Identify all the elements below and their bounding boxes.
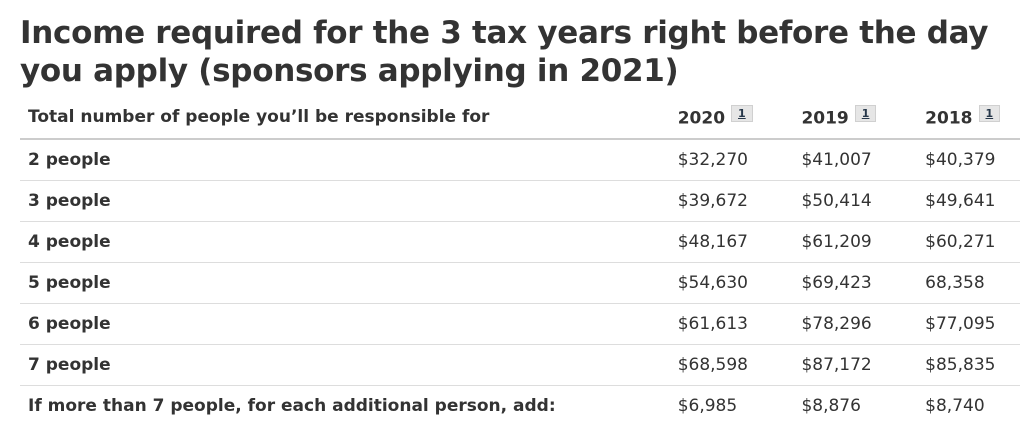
cell-2019: $78,296 [793,303,918,345]
table-row: 3 people $39,672 $50,414 $49,641 [20,180,1020,222]
row-label: 6 people [20,303,670,345]
table-row: 5 people $54,630 $69,423 68,358 [20,262,1020,304]
row-label: 2 people [20,139,670,181]
header-people-label: Total number of people you’ll be respons… [20,96,670,140]
table-row: If more than 7 people, for each addition… [20,386,1020,427]
page-title: Income required for the 3 tax years righ… [20,15,989,89]
table-row: 6 people $61,613 $78,296 $77,095 [20,303,1020,345]
row-label: 7 people [20,344,670,386]
header-year-2018: 2018 1 [917,96,1020,140]
income-table: Total number of people you’ll be respons… [20,96,1020,426]
row-label: If more than 7 people, for each addition… [28,396,556,416]
cell-2019: $8,876 [801,396,861,416]
cell-2018: $77,095 [917,303,1020,345]
table-row: 4 people $48,167 $61,209 $60,271 [20,221,1020,263]
cell-2018: $8,740 [925,396,985,416]
header-year-2020: 2020 1 [669,96,794,140]
year-label: 2019 [801,108,849,129]
cell-2020: $54,630 [669,262,794,304]
cell-2020: $39,672 [669,180,794,222]
row-label: 4 people [20,221,670,263]
cell-2020: $6,985 [677,396,738,416]
cell-2018: $49,641 [917,180,1020,222]
table-row: 7 people $68,598 $87,172 $85,835 [20,344,1020,386]
cell-2020: $61,613 [669,303,794,345]
footnote-link[interactable]: 1 [854,105,877,123]
cell-2018: $60,271 [917,221,1020,263]
cell-2019: $69,423 [793,262,918,304]
footnote-link[interactable]: 1 [731,105,753,123]
year-label: 2018 [925,108,973,129]
cell-2018: $40,379 [917,139,1020,181]
year-label: 2020 [677,108,726,129]
row-label: 3 people [20,180,670,222]
cell-2020: $32,270 [669,139,794,181]
cell-2019: $61,209 [793,221,918,263]
cell-2020: $48,167 [669,221,794,263]
table-row: 2 people $32,270 $41,007 $40,379 [20,139,1020,181]
header-year-2019: 2019 1 [793,96,918,140]
row-label: 5 people [20,262,670,304]
cell-2019: $50,414 [793,180,918,222]
cell-2019: $87,172 [793,344,918,386]
cell-2020: $68,598 [669,344,794,386]
footnote-link[interactable]: 1 [978,105,1001,123]
cell-2018: 68,358 [917,262,1020,304]
cell-2019: $41,007 [793,139,918,181]
table-header-row: Total number of people you’ll be respons… [20,96,1020,140]
cell-2018: $85,835 [917,344,1020,386]
